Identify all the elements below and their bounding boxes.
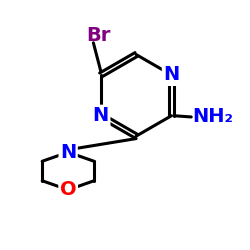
Text: N: N xyxy=(93,106,109,125)
Text: N: N xyxy=(163,66,180,84)
Text: Br: Br xyxy=(86,26,110,45)
Text: NH₂: NH₂ xyxy=(192,108,234,126)
Text: N: N xyxy=(60,143,76,162)
Text: O: O xyxy=(60,180,76,199)
